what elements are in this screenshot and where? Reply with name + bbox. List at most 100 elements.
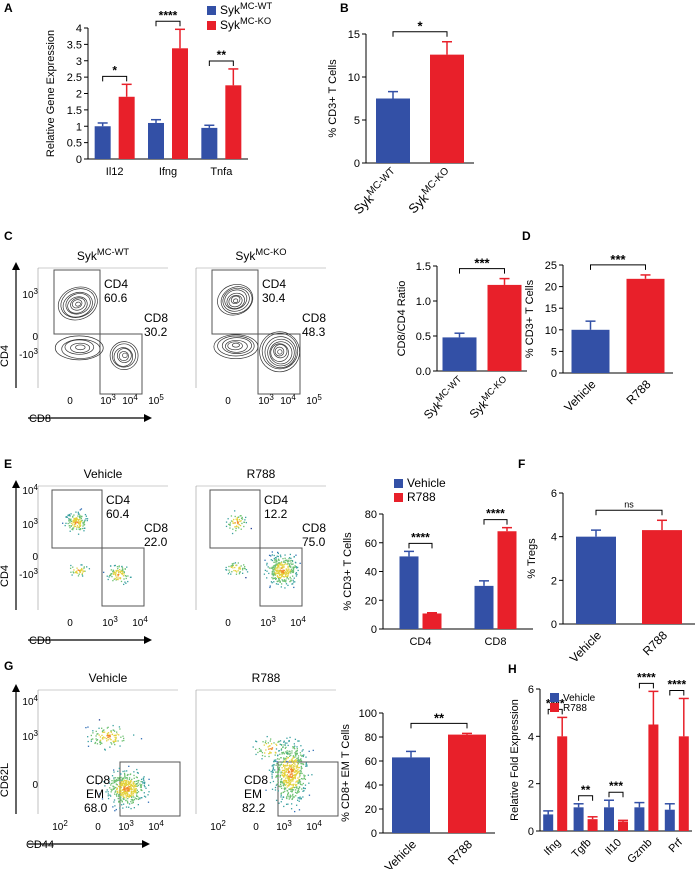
event-dot	[141, 781, 143, 783]
event-dot	[128, 806, 130, 808]
event-dot	[118, 794, 120, 796]
event-dot	[126, 786, 129, 789]
event-dot	[70, 518, 72, 520]
event-dot	[272, 577, 275, 579]
event-dot	[126, 778, 128, 780]
event-dot	[292, 566, 294, 568]
event-dot	[275, 572, 278, 574]
contour-line	[61, 338, 101, 359]
cd8-gate-label: CD8	[144, 311, 168, 325]
event-dot	[121, 800, 123, 802]
event-dot	[295, 575, 298, 577]
event-dot	[286, 559, 288, 561]
event-dot	[234, 510, 236, 512]
event-dot	[301, 788, 303, 790]
event-dot	[80, 564, 82, 566]
event-dot	[292, 780, 294, 782]
event-dot	[112, 573, 115, 575]
event-dot	[130, 807, 132, 810]
event-dot	[271, 747, 273, 750]
event-dot	[304, 778, 307, 780]
event-dot	[274, 568, 276, 571]
event-dot	[285, 764, 287, 767]
event-dot	[79, 509, 81, 511]
event-dot	[81, 572, 83, 574]
event-dot	[122, 793, 124, 796]
event-dot	[272, 573, 275, 575]
event-dot	[288, 788, 290, 790]
event-dot	[126, 781, 128, 783]
y-tick-label: 6	[528, 684, 534, 696]
event-dot	[287, 777, 289, 780]
event-dot	[300, 765, 302, 768]
y-tick-label: 4	[528, 731, 534, 743]
event-dot	[238, 566, 240, 569]
legend-label: Vehicle	[563, 693, 596, 704]
y-axis-label: % CD3+ T Cells	[524, 279, 536, 358]
em-gate-label: EM	[86, 787, 104, 801]
y-axis-label: % CD3+ T Cells	[342, 532, 354, 611]
event-dot	[300, 771, 302, 773]
event-dot	[296, 746, 298, 748]
event-dot	[290, 759, 293, 761]
event-dot	[117, 568, 119, 570]
event-dot	[118, 573, 120, 576]
event-dot	[101, 730, 104, 733]
significance-bracket	[392, 31, 448, 37]
event-dot	[289, 795, 292, 798]
event-dot	[298, 791, 300, 793]
event-dot	[306, 765, 308, 767]
event-dot	[283, 781, 285, 784]
event-dot	[278, 578, 280, 581]
event-dot	[289, 783, 291, 785]
event-dot	[227, 518, 229, 520]
event-dot	[299, 769, 301, 772]
event-dot	[281, 771, 284, 774]
event-dot	[69, 530, 71, 532]
event-dot	[95, 738, 97, 740]
event-dot	[293, 796, 295, 798]
event-dot	[119, 807, 121, 809]
event-dot	[276, 775, 278, 778]
event-dot	[296, 748, 298, 750]
event-dot	[137, 798, 140, 801]
event-dot	[126, 800, 129, 802]
event-dot	[291, 795, 293, 797]
event-dot	[290, 764, 292, 767]
event-dot	[119, 795, 121, 797]
y-tick-label: 2.5	[67, 72, 82, 84]
event-dot	[280, 567, 282, 569]
event-dot	[296, 784, 298, 786]
event-dot	[273, 577, 276, 580]
event-dot	[121, 779, 123, 781]
event-dot	[124, 783, 126, 785]
bar	[148, 122, 164, 159]
contour-line	[67, 296, 88, 314]
event-dot	[281, 566, 283, 569]
cd4-gate	[211, 269, 259, 335]
event-dot	[274, 751, 277, 754]
event-dot	[279, 580, 281, 582]
contour-line	[75, 344, 86, 351]
event-dot	[82, 525, 84, 527]
event-dot	[72, 566, 74, 568]
contour-line	[109, 341, 139, 371]
event-dot	[128, 783, 130, 785]
event-dot	[281, 767, 283, 769]
y-axis-label: % Tregs	[526, 538, 538, 579]
y-tick-label: 0.5	[67, 138, 82, 150]
event-dot	[118, 726, 121, 728]
event-dot	[116, 790, 118, 793]
event-dot	[119, 779, 122, 781]
event-dot	[274, 572, 276, 575]
event-dot	[279, 765, 281, 767]
event-dot	[106, 727, 109, 729]
event-dot	[233, 518, 235, 521]
event-dot	[115, 570, 118, 572]
event-dot	[232, 522, 234, 524]
event-dot	[296, 566, 299, 569]
y-axis-label: Relative Fold Expression	[509, 699, 521, 821]
event-dot	[283, 740, 285, 742]
event-dot	[123, 779, 125, 781]
